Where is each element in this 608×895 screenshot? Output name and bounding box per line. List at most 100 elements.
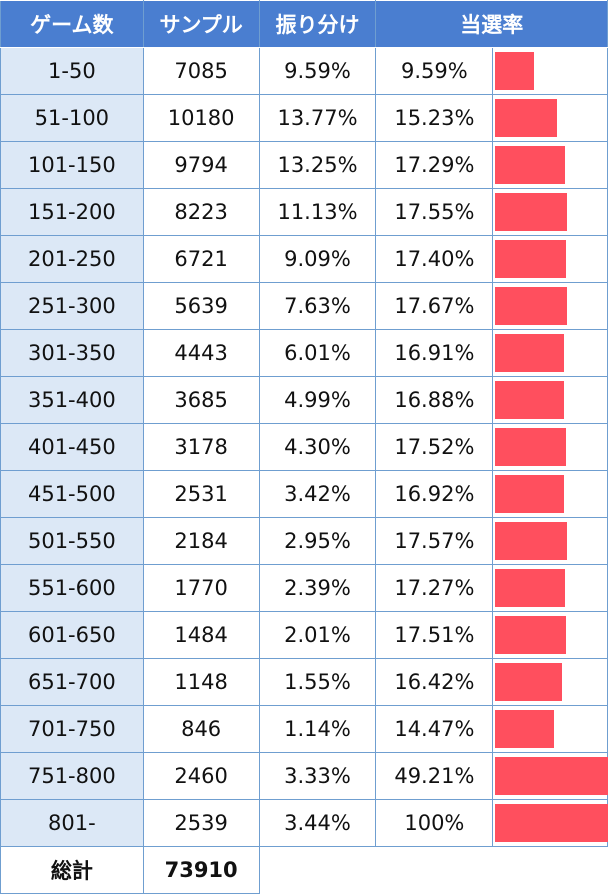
sample-cell: 1484 <box>142 611 260 659</box>
rate-cell: 100% <box>375 799 494 847</box>
rate-bar <box>495 757 608 795</box>
sample-cell: 9794 <box>142 141 260 189</box>
rate-bar-cell <box>492 799 608 847</box>
rate-bar <box>495 616 567 654</box>
rate-bar-cell <box>492 282 608 330</box>
range-cell: 301-350 <box>0 329 144 377</box>
rate-bar-cell <box>492 470 608 518</box>
share-cell: 7.63% <box>258 282 377 330</box>
rate-bar-cell <box>492 658 608 706</box>
table-row: 151-200 8223 11.13% 17.55% <box>0 188 608 236</box>
rate-bar <box>495 99 558 137</box>
sample-cell: 1770 <box>142 564 260 612</box>
rate-bar-cell <box>492 329 608 377</box>
header-sample: サンプル <box>142 0 260 48</box>
range-cell: 1-50 <box>0 47 144 95</box>
share-cell: 6.01% <box>258 329 377 377</box>
range-cell: 801- <box>0 799 144 847</box>
range-cell: 101-150 <box>0 141 144 189</box>
share-cell: 4.99% <box>258 376 377 424</box>
total-row: 総計 73910 <box>0 846 608 894</box>
range-cell: 401-450 <box>0 423 144 471</box>
table-row: 51-100 10180 13.77% 15.23% <box>0 94 608 142</box>
sample-cell: 3685 <box>142 376 260 424</box>
range-cell: 151-200 <box>0 188 144 236</box>
table-row: 501-550 2184 2.95% 17.57% <box>0 517 608 565</box>
rate-bar-cell <box>492 752 608 800</box>
share-cell: 4.30% <box>258 423 377 471</box>
range-cell: 351-400 <box>0 376 144 424</box>
sample-cell: 2539 <box>142 799 260 847</box>
rate-bar <box>495 710 555 748</box>
share-cell: 13.25% <box>258 141 377 189</box>
rate-cell: 16.91% <box>375 329 494 377</box>
rate-cell: 17.67% <box>375 282 494 330</box>
share-cell: 2.95% <box>258 517 377 565</box>
share-cell: 9.09% <box>258 235 377 283</box>
total-label: 総計 <box>0 846 144 894</box>
sample-cell: 1148 <box>142 658 260 706</box>
range-cell: 201-250 <box>0 235 144 283</box>
rate-bar-cell <box>492 235 608 283</box>
share-cell: 3.42% <box>258 470 377 518</box>
rate-cell: 49.21% <box>375 752 494 800</box>
rate-bar-cell <box>492 188 608 236</box>
rate-bar <box>495 240 566 278</box>
rate-bar-cell <box>492 517 608 565</box>
table-body: 1-50 7085 9.59% 9.59% 51-100 10180 13.77% 15.23… <box>0 47 608 847</box>
table-row: 601-650 1484 2.01% 17.51% <box>0 611 608 659</box>
table-row: 101-150 9794 13.25% 17.29% <box>0 141 608 189</box>
rate-bar-cell <box>492 611 608 659</box>
rate-bar <box>495 193 567 231</box>
rate-bar-cell <box>492 141 608 189</box>
table-row: 551-600 1770 2.39% 17.27% <box>0 564 608 612</box>
table-row: 251-300 5639 7.63% 17.67% <box>0 282 608 330</box>
rate-bar <box>495 52 535 90</box>
share-cell: 9.59% <box>258 47 377 95</box>
header-row: ゲーム数 サンプル 振り分け 当選率 <box>0 0 608 48</box>
rate-bar-cell <box>492 47 608 95</box>
range-cell: 651-700 <box>0 658 144 706</box>
rate-cell: 17.57% <box>375 517 494 565</box>
sample-cell: 2184 <box>142 517 260 565</box>
rate-bar-cell <box>492 376 608 424</box>
rate-bar-cell <box>492 423 608 471</box>
rate-cell: 14.47% <box>375 705 494 753</box>
table-row: 351-400 3685 4.99% 16.88% <box>0 376 608 424</box>
range-cell: 501-550 <box>0 517 144 565</box>
table-row: 301-350 4443 6.01% 16.91% <box>0 329 608 377</box>
rate-bar <box>495 804 608 842</box>
table-row: 701-750 846 1.14% 14.47% <box>0 705 608 753</box>
table-row: 801- 2539 3.44% 100% <box>0 799 608 847</box>
rate-cell: 17.55% <box>375 188 494 236</box>
rate-bar-cell <box>492 705 608 753</box>
rate-cell: 16.88% <box>375 376 494 424</box>
table-row: 401-450 3178 4.30% 17.52% <box>0 423 608 471</box>
sample-cell: 4443 <box>142 329 260 377</box>
header-rate: 当選率 <box>375 0 608 48</box>
share-cell: 2.01% <box>258 611 377 659</box>
sample-cell: 2531 <box>142 470 260 518</box>
sample-cell: 6721 <box>142 235 260 283</box>
rate-cell: 17.27% <box>375 564 494 612</box>
sample-cell: 2460 <box>142 752 260 800</box>
header-games: ゲーム数 <box>0 0 144 48</box>
header-share: 振り分け <box>258 0 377 48</box>
rate-cell: 9.59% <box>375 47 494 95</box>
range-cell: 601-650 <box>0 611 144 659</box>
table-row: 1-50 7085 9.59% 9.59% <box>0 47 608 95</box>
range-cell: 51-100 <box>0 94 144 142</box>
rate-bar <box>495 381 564 419</box>
table-row: 651-700 1148 1.55% 16.42% <box>0 658 608 706</box>
share-cell: 1.55% <box>258 658 377 706</box>
range-cell: 451-500 <box>0 470 144 518</box>
rate-cell: 17.52% <box>375 423 494 471</box>
rate-cell: 16.42% <box>375 658 494 706</box>
rate-cell: 16.92% <box>375 470 494 518</box>
share-cell: 11.13% <box>258 188 377 236</box>
rate-bar <box>495 663 562 701</box>
sample-cell: 846 <box>142 705 260 753</box>
rate-cell: 17.29% <box>375 141 494 189</box>
total-value: 73910 <box>142 846 260 894</box>
